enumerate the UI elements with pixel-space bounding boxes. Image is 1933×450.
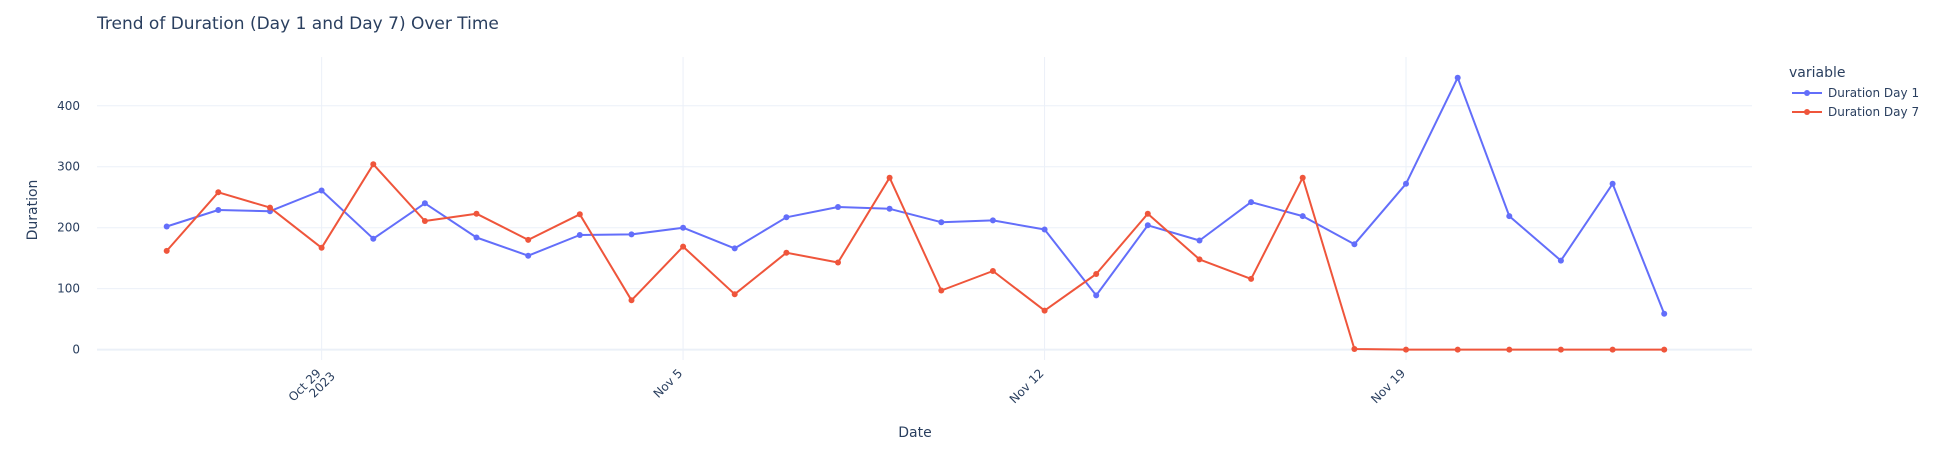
data-point[interactable]	[1454, 346, 1461, 353]
legend-item-0[interactable]: Duration Day 1	[1792, 86, 1919, 100]
data-point[interactable]	[680, 243, 687, 250]
y-axis-title: Duration	[25, 180, 41, 241]
data-point[interactable]	[1196, 237, 1203, 244]
data-point[interactable]	[1661, 346, 1668, 353]
legend-marker	[1804, 90, 1810, 96]
legend[interactable]: variable Duration Day 1 Duration Day 7	[1789, 65, 1919, 119]
data-point[interactable]	[1144, 210, 1151, 217]
data-point[interactable]	[1403, 346, 1409, 353]
data-point[interactable]	[783, 249, 790, 256]
data-point[interactable]	[318, 244, 325, 251]
data-point[interactable]	[1557, 257, 1564, 264]
x-tick-label: Nov 12	[1007, 366, 1047, 406]
x-tick-label: Nov 5	[651, 366, 686, 401]
data-point[interactable]	[989, 217, 996, 224]
data-point[interactable]	[1351, 346, 1358, 352]
data-point[interactable]	[1661, 310, 1668, 317]
data-point[interactable]	[1041, 307, 1048, 314]
data-point[interactable]	[1299, 213, 1306, 220]
series-1	[163, 161, 1668, 353]
data-point[interactable]	[370, 235, 377, 242]
legend-item-1[interactable]: Duration Day 7	[1792, 105, 1919, 119]
data-point[interactable]	[835, 259, 841, 266]
data-point[interactable]	[938, 219, 945, 226]
y-tick-label: 0	[72, 343, 80, 357]
x-tick-label: Nov 19	[1368, 366, 1408, 406]
data-point[interactable]	[1248, 275, 1255, 282]
data-point[interactable]	[473, 234, 480, 241]
data-point[interactable]	[835, 204, 841, 210]
x-tick: Nov 5	[651, 366, 686, 401]
data-point[interactable]	[370, 161, 377, 168]
x-tick: Nov 19	[1368, 366, 1408, 406]
data-point[interactable]	[989, 268, 996, 274]
data-point[interactable]	[163, 247, 170, 254]
data-point[interactable]	[886, 174, 893, 181]
data-point[interactable]	[215, 207, 222, 213]
data-point[interactable]	[318, 187, 325, 194]
y-tick-label: 400	[57, 99, 80, 113]
data-point[interactable]	[1041, 226, 1048, 233]
x-axis-title: Date	[898, 425, 931, 441]
data-point[interactable]	[267, 204, 273, 211]
data-point[interactable]	[1557, 346, 1564, 353]
data-point[interactable]	[421, 200, 428, 207]
series-layer	[163, 74, 1668, 353]
data-point[interactable]	[1144, 222, 1151, 229]
series-0	[163, 74, 1668, 317]
data-point[interactable]	[473, 210, 480, 217]
data-point[interactable]	[1454, 74, 1461, 81]
data-point[interactable]	[886, 205, 893, 212]
data-point[interactable]	[938, 287, 945, 294]
data-point[interactable]	[628, 231, 635, 238]
series-line-1	[165, 163, 1665, 351]
data-point[interactable]	[1196, 256, 1203, 263]
data-point[interactable]	[783, 214, 790, 221]
data-point[interactable]	[1093, 271, 1100, 277]
data-point[interactable]	[525, 236, 532, 243]
series-line-0	[166, 76, 1666, 315]
data-point[interactable]	[680, 224, 687, 231]
data-point[interactable]	[628, 297, 635, 304]
chart-title: Trend of Duration (Day 1 and Day 7) Over…	[96, 14, 499, 34]
data-point[interactable]	[1506, 213, 1513, 220]
data-point[interactable]	[576, 211, 583, 218]
data-point[interactable]	[1609, 346, 1616, 353]
data-point[interactable]	[1248, 199, 1255, 206]
data-point[interactable]	[1093, 292, 1100, 299]
data-point[interactable]	[1299, 174, 1306, 181]
data-point[interactable]	[1403, 180, 1409, 187]
legend-label: Duration Day 1	[1828, 86, 1919, 100]
x-tick: Nov 12	[1007, 366, 1047, 406]
legend-label: Duration Day 7	[1828, 105, 1919, 119]
legend-title: variable	[1789, 65, 1845, 81]
data-point[interactable]	[1609, 180, 1616, 187]
data-point[interactable]	[731, 291, 738, 298]
legend-marker	[1804, 109, 1810, 115]
data-point[interactable]	[421, 218, 428, 224]
y-tick-label: 100	[57, 282, 80, 296]
data-point[interactable]	[215, 189, 222, 196]
data-point[interactable]	[525, 252, 532, 259]
data-point[interactable]	[163, 223, 170, 230]
y-tick-label: 200	[57, 221, 80, 235]
data-point[interactable]	[1506, 346, 1513, 353]
data-point[interactable]	[731, 245, 738, 252]
y-tick-label: 300	[57, 160, 80, 174]
data-point[interactable]	[1351, 241, 1358, 248]
data-point[interactable]	[576, 232, 583, 238]
